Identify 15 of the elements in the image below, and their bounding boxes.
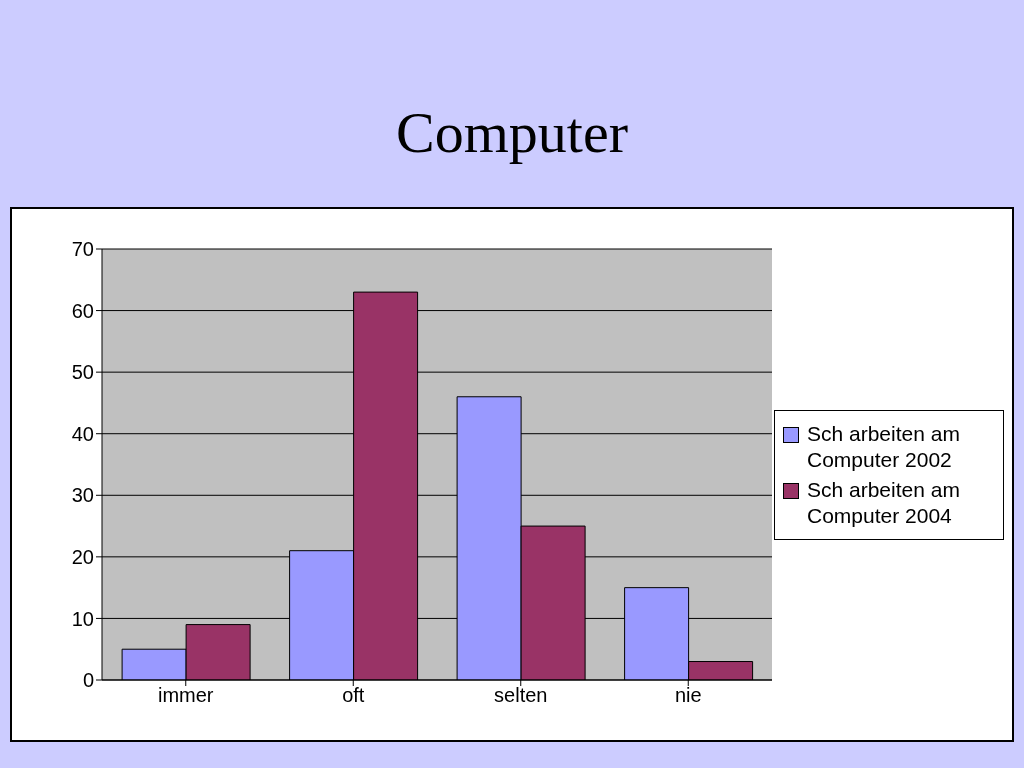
legend-label: Sch arbeiten am Computer 2002 (807, 420, 961, 473)
y-tick-label: 30 (71, 484, 94, 507)
y-tick-label: 10 (71, 607, 94, 630)
x-tick-label: immer (157, 684, 214, 707)
y-tick-label: 0 (82, 669, 94, 692)
y-tick-label: 70 (71, 238, 94, 261)
y-tick-label: 20 (71, 545, 94, 568)
x-tick-label: oft (342, 684, 365, 707)
chart-title: Computer (395, 99, 629, 167)
y-tick-label: 50 (71, 361, 94, 384)
y-tick-label: 40 (71, 422, 94, 445)
legend-label: Sch arbeiten am Computer 2004 (807, 476, 961, 529)
x-tick-label: selten (494, 684, 548, 707)
x-tick-label: nie (674, 684, 702, 707)
y-tick-label: 60 (71, 299, 94, 322)
